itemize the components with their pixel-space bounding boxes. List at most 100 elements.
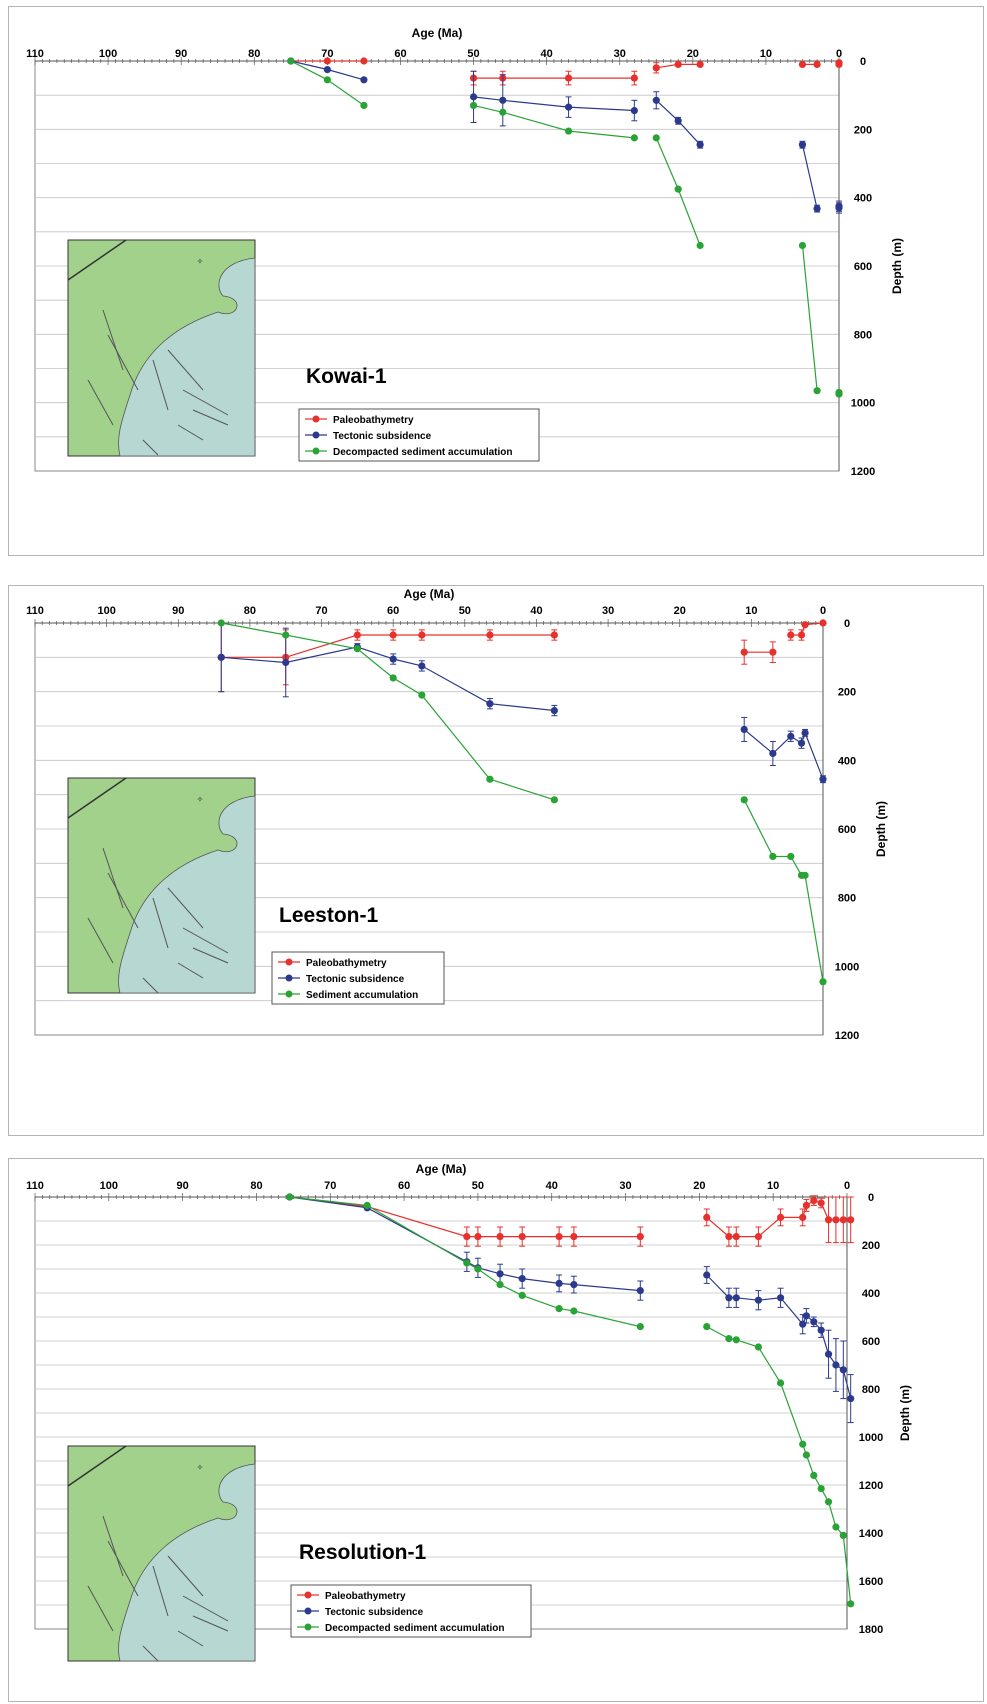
y-tick-label: 1600 bbox=[859, 1576, 883, 1588]
sediment-series-line bbox=[473, 104, 635, 139]
y-tick-label: 0 bbox=[844, 618, 850, 630]
tectonic-series-line bbox=[473, 96, 635, 112]
legend-entry: Tectonic subsidence bbox=[306, 974, 405, 985]
legend-swatch-marker bbox=[304, 1591, 312, 1599]
y-tick-label: 600 bbox=[838, 824, 856, 836]
sediment-data-point bbox=[674, 185, 682, 193]
sediment-data-point bbox=[499, 108, 507, 116]
paleobathymetry-data-point bbox=[740, 648, 748, 656]
sediment-data-point bbox=[463, 1259, 471, 1267]
x-tick-label: 70 bbox=[315, 605, 327, 617]
map-fault bbox=[167, 349, 204, 391]
well-location-icon: ✧ bbox=[197, 1463, 204, 1472]
x-tick-label: 40 bbox=[541, 48, 553, 60]
paleobathymetry-data-point bbox=[817, 1199, 825, 1207]
map-fault bbox=[142, 439, 159, 456]
sediment-data-point bbox=[799, 1440, 807, 1448]
x-tick-label: 20 bbox=[693, 1180, 705, 1192]
tectonic-data-point bbox=[674, 117, 682, 125]
sediment-data-point bbox=[360, 101, 368, 110]
y-tick-label: 800 bbox=[854, 329, 872, 341]
tectonic-data-point bbox=[389, 655, 397, 663]
sediment-data-point bbox=[835, 390, 843, 398]
x-tick-label: 90 bbox=[177, 1180, 189, 1192]
y-tick-label: 400 bbox=[854, 193, 872, 205]
map-fault bbox=[107, 1540, 139, 1597]
y-tick-label: 200 bbox=[838, 687, 856, 699]
map-fault bbox=[182, 389, 229, 416]
tectonic-data-point bbox=[819, 775, 827, 783]
kowai-1-chart-panel: Age (Ma) Depth (m) 110 100 90 80 70 60 50 40 30 20 1… bbox=[8, 6, 984, 556]
tectonic-data-point bbox=[817, 1326, 825, 1334]
well-name: Leeston-1 bbox=[279, 904, 379, 927]
tectonic-data-point bbox=[725, 1294, 733, 1302]
paleobathymetry-data-point bbox=[798, 60, 807, 69]
paleobathymetry-data-point bbox=[810, 1197, 818, 1205]
sediment-data-point bbox=[353, 645, 361, 653]
tectonic-data-point bbox=[570, 1281, 578, 1289]
location-map-inset: ✧ bbox=[67, 777, 256, 994]
y-tick-label: 1000 bbox=[851, 398, 875, 410]
tectonic-data-point bbox=[282, 658, 290, 667]
y-tick-label: 0 bbox=[868, 1192, 874, 1204]
paleobathymetry-data-point bbox=[496, 1233, 504, 1241]
paleobathymetry-data-point bbox=[824, 1216, 833, 1224]
well-location-icon: ✧ bbox=[197, 257, 204, 266]
paleobathymetry-data-point bbox=[550, 631, 558, 639]
sediment-data-point bbox=[819, 978, 827, 986]
x-tick-label: 110 bbox=[26, 1180, 44, 1192]
tectonic-data-point bbox=[486, 700, 494, 708]
paleobathymetry-data-point bbox=[754, 1233, 763, 1241]
legend-box bbox=[298, 408, 540, 462]
legend-entry: Paleobathymetry bbox=[325, 1591, 406, 1602]
paleobathymetry-data-point bbox=[389, 631, 397, 639]
y-tick-label: 800 bbox=[862, 1384, 880, 1396]
x-axis-title: Age (Ma) bbox=[412, 26, 463, 40]
tectonic-data-point bbox=[832, 1361, 840, 1369]
map-fault bbox=[182, 927, 229, 954]
y-tick-label: 1800 bbox=[859, 1624, 883, 1636]
x-tick-label: 60 bbox=[394, 48, 406, 60]
tectonic-data-point bbox=[740, 725, 748, 734]
x-tick-label: 110 bbox=[26, 48, 44, 60]
map-fault bbox=[102, 1515, 124, 1577]
leeston-1-chart: Age (Ma)Depth (m)110 100 90 80 70 60 50 40 30 20 1… bbox=[26, 587, 888, 1042]
map-fault bbox=[167, 1555, 204, 1597]
tectonic-data-point bbox=[769, 749, 777, 758]
paleobathymetry-data-point bbox=[564, 74, 573, 82]
map-sea bbox=[118, 1463, 256, 1662]
x-tick-label: 100 bbox=[99, 48, 117, 60]
tectonic-data-point bbox=[630, 106, 638, 115]
paleobathymetry-data-point bbox=[801, 621, 809, 629]
tectonic-data-point bbox=[797, 739, 806, 747]
sediment-data-point bbox=[754, 1343, 763, 1351]
paleobathymetry-data-point bbox=[802, 1201, 811, 1209]
paleobathymetry-data-point bbox=[418, 631, 426, 639]
y-tick-label: 1200 bbox=[835, 1030, 859, 1042]
x-tick-label: 50 bbox=[467, 48, 479, 60]
location-map-inset: ✧ bbox=[67, 1445, 256, 1662]
map-fault bbox=[142, 977, 159, 994]
map-fault bbox=[102, 847, 124, 909]
tectonic-series-line bbox=[743, 728, 824, 780]
tectonic-data-point bbox=[787, 732, 795, 740]
x-tick-label: 100 bbox=[97, 605, 115, 617]
paleobathymetry-data-point bbox=[819, 619, 827, 627]
paleobathymetry-data-point bbox=[486, 631, 494, 639]
tectonic-data-point bbox=[499, 96, 507, 104]
map-fault bbox=[152, 897, 169, 949]
sediment-data-point bbox=[810, 1471, 818, 1479]
tectonic-data-point bbox=[496, 1270, 504, 1278]
resolution-1-chart-panel: Age (Ma) Depth (m) 110 100 90 80 70 60 50 40 30 20 1… bbox=[8, 1158, 984, 1702]
sediment-series-line bbox=[743, 799, 824, 982]
sediment-data-point bbox=[474, 1265, 482, 1273]
paleobathymetry-data-point bbox=[555, 1233, 563, 1241]
tectonic-data-point bbox=[550, 706, 558, 715]
sediment-data-point bbox=[564, 127, 573, 135]
paleobathymetry-data-point bbox=[835, 60, 843, 69]
legend-entry: Paleobathymetry bbox=[306, 958, 387, 969]
tectonic-data-point bbox=[418, 662, 426, 670]
map-fault bbox=[192, 1615, 229, 1632]
y-tick-label: 1000 bbox=[859, 1432, 883, 1444]
y-axis-title: Depth (m) bbox=[874, 801, 888, 857]
